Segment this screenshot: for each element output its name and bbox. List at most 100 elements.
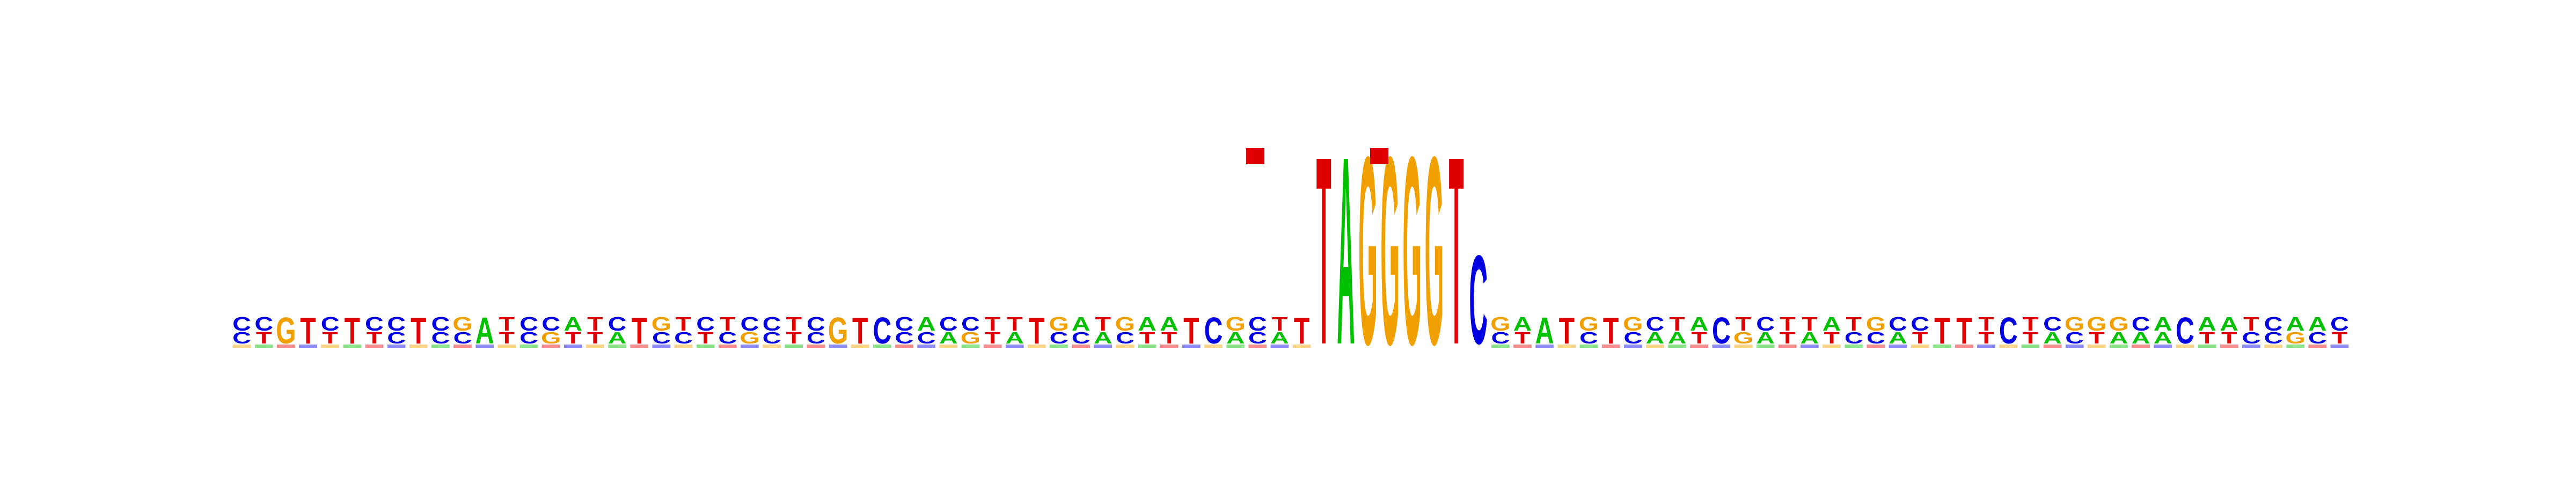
logo-column: CC — [519, 313, 538, 348]
minor-letters — [2176, 345, 2194, 348]
letter-A: A — [1337, 101, 1355, 401]
letter-A: A — [1072, 313, 1091, 335]
letter-C: C — [917, 328, 936, 347]
letter-C: C — [1911, 313, 1929, 335]
minor-letters — [1204, 345, 1223, 348]
letter-T: T — [499, 313, 515, 335]
letter-C: C — [1248, 313, 1267, 335]
logo-column: CA — [917, 313, 936, 348]
letter-T: T — [300, 310, 316, 352]
letter-G: G — [1490, 313, 1510, 335]
letter-C: C — [1999, 310, 2018, 352]
minor-letters — [851, 345, 869, 348]
letter-C: C — [387, 313, 406, 335]
letter-A: A — [2286, 313, 2305, 335]
logo-column: TT — [785, 313, 803, 348]
logo-column: CT — [718, 313, 737, 348]
letter-T: T — [2089, 328, 2105, 347]
letter-T: T — [565, 328, 581, 347]
minor-letters — [365, 345, 384, 348]
letter-C: C — [254, 313, 273, 335]
logo-column: T — [1601, 310, 1620, 352]
logo-column: TC — [1911, 313, 1929, 348]
letter-C: C — [1845, 328, 1863, 347]
logo-column: T — [851, 310, 869, 352]
logo-column: AT — [1005, 313, 1024, 348]
letter-A: A — [564, 313, 582, 335]
minor-letters — [1867, 345, 1885, 348]
logo-column: AG — [2109, 313, 2129, 348]
letter-T: T — [631, 310, 647, 352]
logo-column: CA — [1072, 313, 1091, 348]
minor-letters — [387, 345, 406, 348]
letter-T: T — [1449, 101, 1464, 401]
minor-letters — [541, 345, 560, 348]
minor-letters — [2021, 345, 2040, 348]
left-end-marker — [1246, 148, 1264, 164]
logo-column: AC — [608, 313, 627, 348]
minor-letters — [2308, 345, 2327, 348]
letter-C: C — [1867, 328, 1885, 347]
letter-A: A — [608, 328, 627, 347]
logo-column: CG — [1490, 313, 1511, 348]
logo-column: AT — [1668, 313, 1686, 348]
minor-letters — [2242, 345, 2260, 348]
logo-column: T — [1182, 310, 1201, 352]
minor-letters — [1138, 345, 1157, 348]
minor-letters — [497, 345, 516, 348]
letter-C: C — [696, 313, 715, 335]
minor-letters — [564, 345, 582, 348]
minor-letters — [1690, 345, 1709, 348]
letter-C: C — [939, 313, 958, 335]
letter-A: A — [1823, 313, 1841, 335]
letter-T: T — [1912, 328, 1928, 347]
logo-column: T — [1955, 310, 1973, 352]
logo-column: CC — [232, 313, 251, 348]
letter-T: T — [1183, 310, 1199, 352]
logo-column: AT — [1270, 313, 1289, 348]
letter-T: T — [587, 328, 603, 347]
letter-C: C — [1072, 328, 1091, 347]
minor-letters — [2220, 345, 2238, 348]
logo-column: TC — [254, 313, 273, 348]
minor-letters — [1623, 345, 1642, 348]
letter-T: T — [1603, 310, 1619, 352]
minor-letters — [2264, 345, 2282, 348]
minor-letters — [1977, 345, 1995, 348]
letter-A: A — [2043, 328, 2062, 347]
minor-letters — [741, 345, 759, 348]
letter-A: A — [1756, 328, 1775, 347]
letter-C: C — [1116, 328, 1135, 347]
logo-column: GC — [961, 313, 980, 348]
logo-column: C — [1469, 230, 1488, 371]
minor-letters — [674, 345, 693, 348]
logo-column: CG — [452, 313, 473, 348]
letter-G: G — [1402, 101, 1422, 401]
logo-column: TA — [1160, 313, 1179, 348]
letter-G: G — [961, 328, 980, 347]
logo-column: GC — [740, 313, 760, 348]
minor-letters — [829, 345, 847, 348]
letter-A: A — [2220, 313, 2238, 335]
letter-G: G — [2065, 313, 2084, 335]
logo-column: TT — [983, 313, 1002, 348]
logo-column: TC — [2330, 313, 2349, 348]
letter-T: T — [1956, 310, 1972, 352]
letter-C: C — [2264, 313, 2283, 335]
logo-column: CG — [2065, 313, 2084, 348]
minor-letters — [1823, 345, 1841, 348]
minor-letters — [254, 345, 273, 348]
logo-column: T — [1027, 310, 1046, 352]
logo-column: CG — [1049, 313, 1069, 348]
logo-column: AG — [1225, 313, 1246, 348]
letter-A: A — [917, 313, 936, 335]
logo-column: TC — [696, 313, 715, 348]
minor-letters — [321, 345, 340, 348]
logo-column: TA — [2220, 313, 2238, 348]
letter-C: C — [1646, 313, 1665, 335]
logo-column: G — [276, 310, 296, 352]
logo-column: CC — [387, 313, 406, 348]
logo-column: CC — [431, 313, 450, 348]
logo-column: CC — [895, 313, 913, 348]
logo-column: T — [1557, 310, 1576, 352]
